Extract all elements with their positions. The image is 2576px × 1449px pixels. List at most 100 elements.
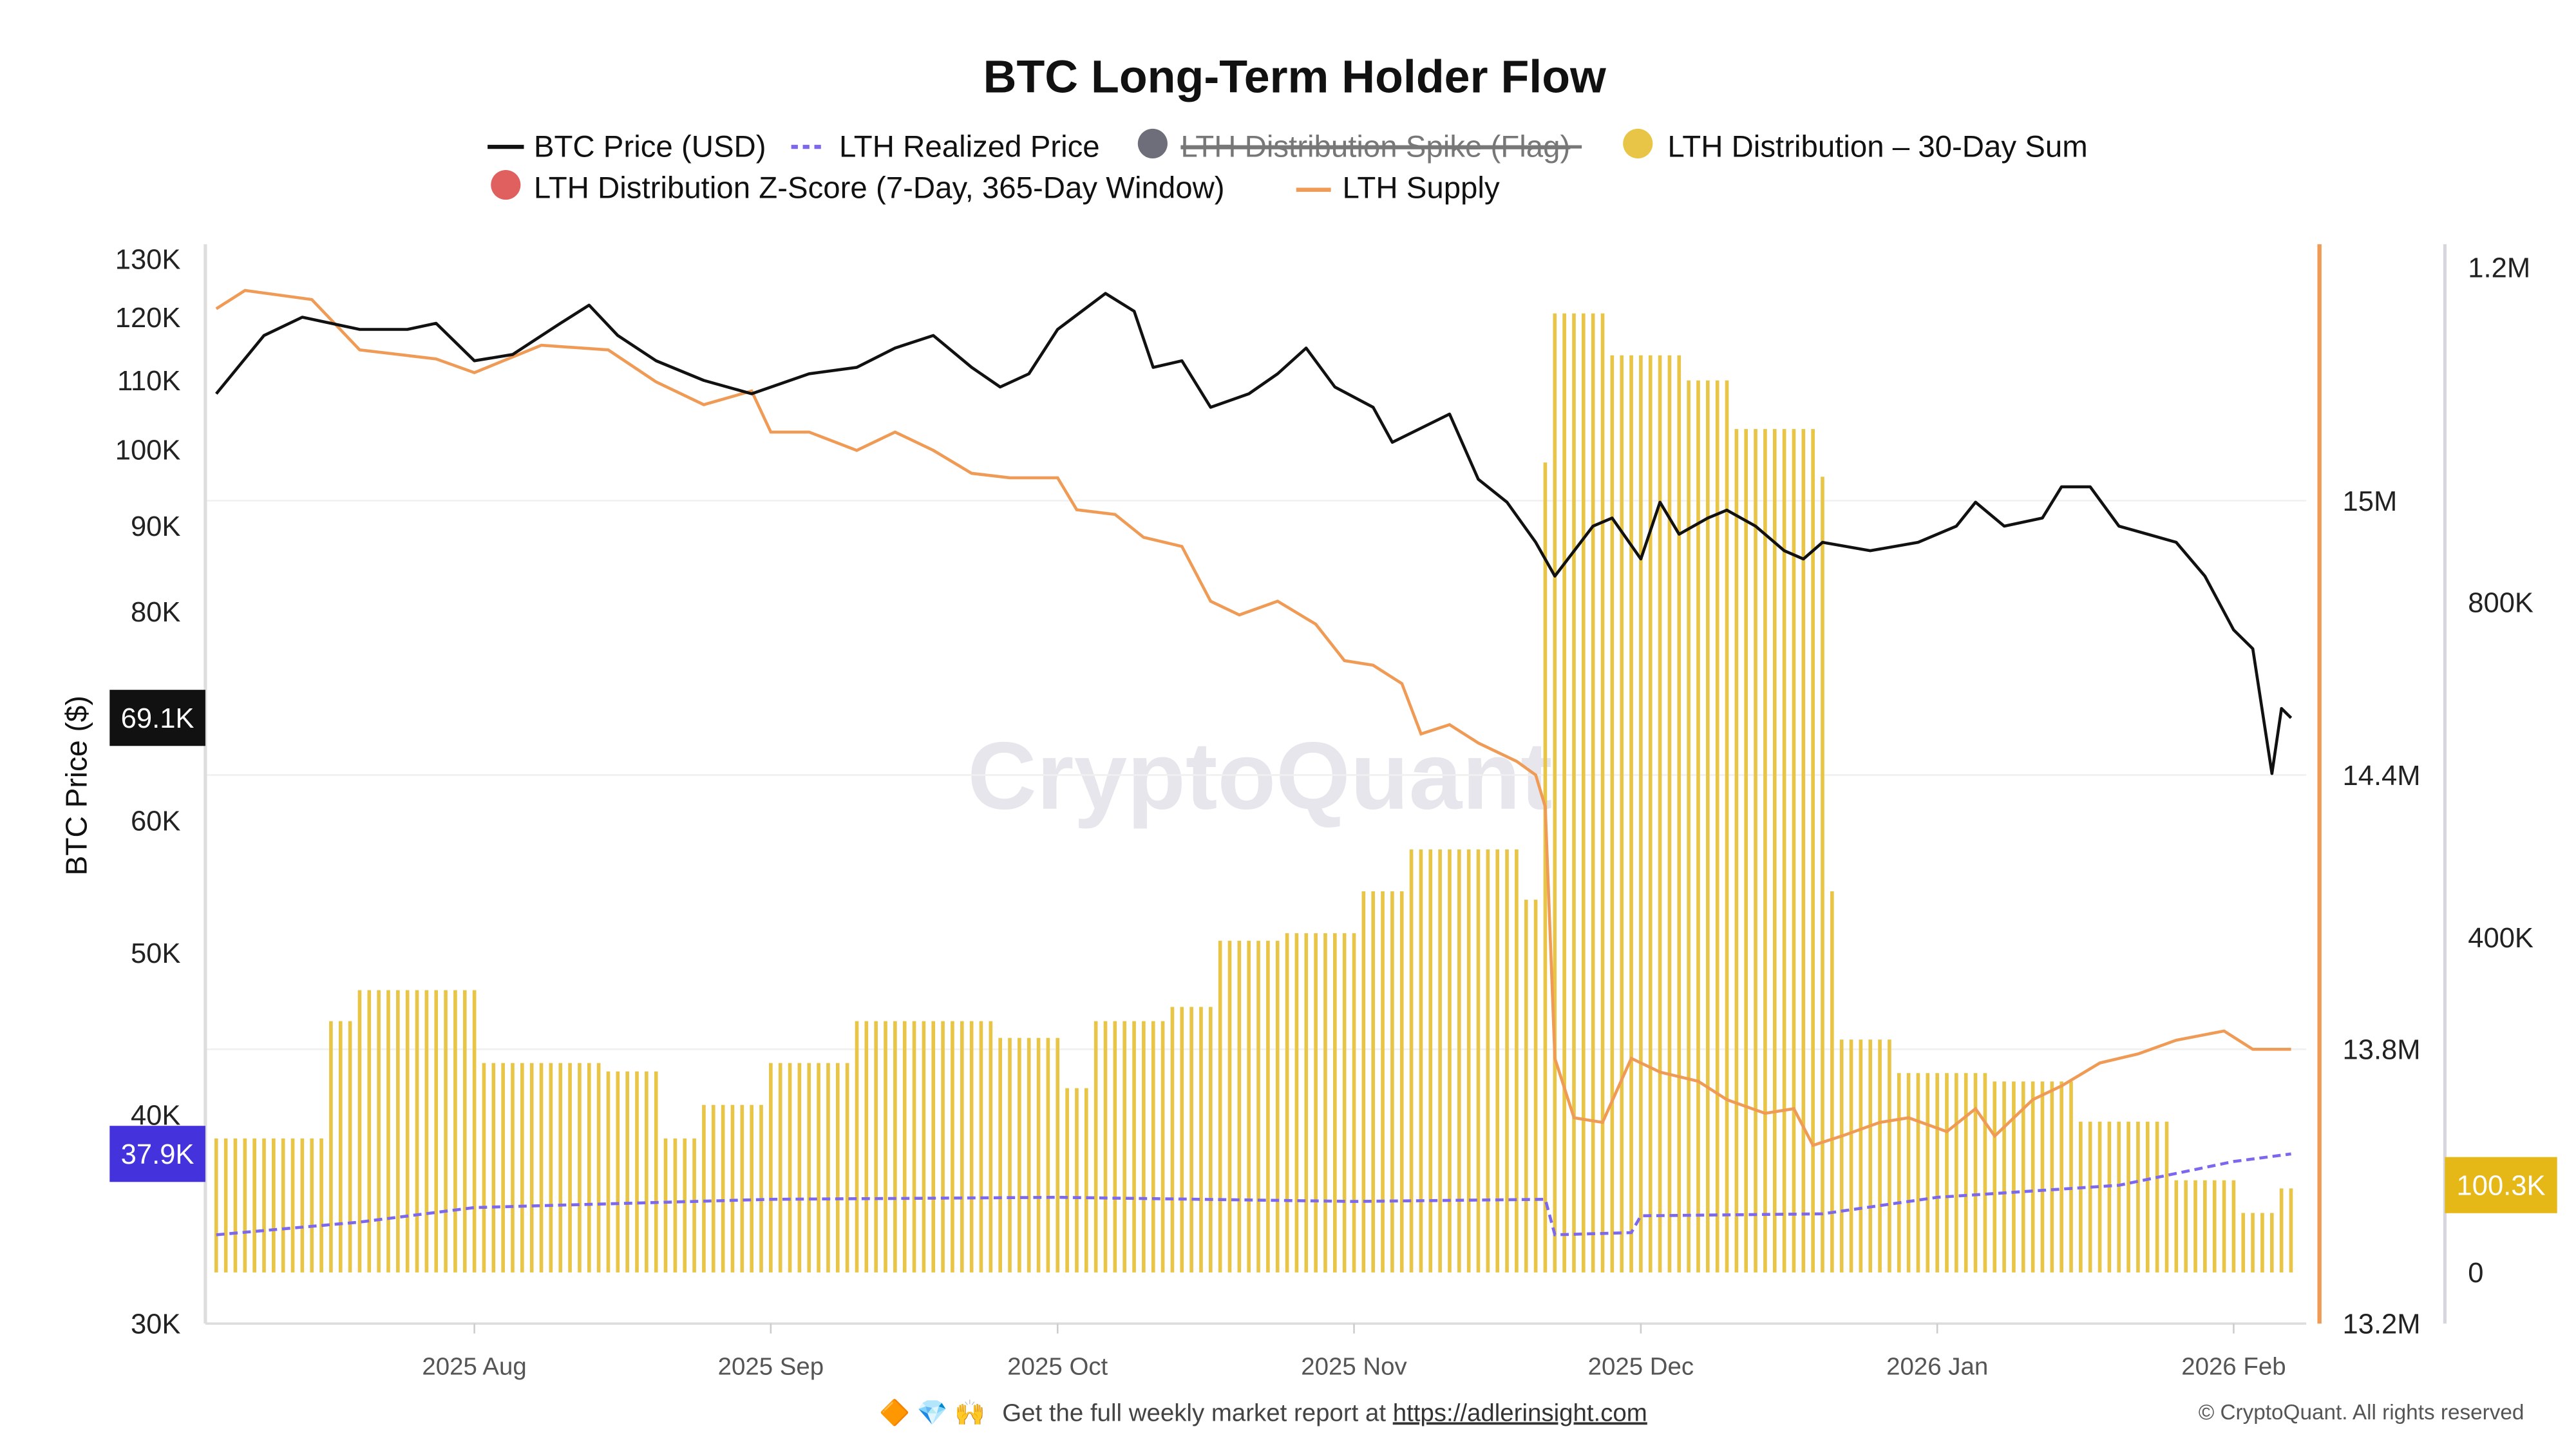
distribution-bar xyxy=(2107,1121,2112,1273)
distribution-tick-label: 1.2M xyxy=(2468,253,2530,284)
distribution-bar xyxy=(2012,1081,2016,1273)
distribution-bar xyxy=(424,990,429,1273)
distribution-bar xyxy=(1352,933,1356,1273)
distribution-bar xyxy=(357,990,362,1273)
distribution-bar xyxy=(2203,1180,2207,1273)
legend-item-btc-price[interactable]: BTC Price (USD) xyxy=(488,129,766,164)
distribution-bar xyxy=(654,1071,658,1273)
distribution-bar xyxy=(1868,1039,1873,1273)
realized-last-value-label: 37.9K xyxy=(121,1139,194,1170)
legend-label: LTH Supply xyxy=(1343,171,1500,205)
distribution-bar xyxy=(1945,1073,1949,1273)
x-tick-label: 2025 Dec xyxy=(1588,1353,1694,1381)
footer-link[interactable]: https://adlerinsight.com xyxy=(1393,1399,1647,1426)
legend-item-lth-distribution-30d[interactable]: LTH Distribution – 30-Day Sum xyxy=(1623,128,2088,164)
distribution-bar xyxy=(864,1021,869,1273)
lth-supply-line xyxy=(215,289,2291,1148)
price-tick-label: 110K xyxy=(117,366,180,397)
distribution-bar xyxy=(1160,1021,1165,1273)
legend-item-lth-supply[interactable]: LTH Supply xyxy=(1296,171,1500,205)
distribution-bar xyxy=(1199,1007,1203,1273)
distribution-bar xyxy=(252,1138,256,1273)
distribution-bar xyxy=(223,1138,228,1273)
btc-price-line xyxy=(215,292,2293,775)
distribution-bar xyxy=(884,1021,887,1273)
distribution-bar xyxy=(1008,1037,1012,1273)
x-tick-label: 2025 Sep xyxy=(718,1353,824,1381)
distribution-bar xyxy=(1428,849,1433,1273)
x-tick-label: 2025 Aug xyxy=(422,1353,526,1381)
distribution-bar xyxy=(1935,1073,1939,1273)
distribution-bar xyxy=(434,990,439,1273)
distribution-bar xyxy=(750,1104,753,1273)
distribution-bar xyxy=(1715,380,1719,1273)
distribution-bar xyxy=(759,1104,763,1273)
axis-ticks: 130K120K110K100K90K80K60K50K40K30K15M14.… xyxy=(115,245,2533,1381)
x-tick-label: 2025 Nov xyxy=(1301,1353,1407,1381)
supply-tick-label: 14.4M xyxy=(2343,761,2421,791)
legend-item-lth-realized-price[interactable]: LTH Realized Price xyxy=(791,129,1100,164)
distribution-bar xyxy=(1648,355,1653,1273)
distribution-bar xyxy=(1897,1073,1901,1273)
distribution-bar xyxy=(817,1063,820,1273)
distribution-bar xyxy=(702,1104,706,1273)
distribution-bar xyxy=(310,1138,314,1273)
distribution-bar xyxy=(281,1138,285,1273)
distribution-bar xyxy=(1543,462,1548,1273)
distribution-last-value-label-bg xyxy=(2445,1157,2557,1213)
distribution-bar xyxy=(845,1063,849,1273)
distribution-bar xyxy=(1285,933,1289,1273)
distribution-bar xyxy=(1926,1073,1930,1273)
distribution-bar xyxy=(1878,1039,1882,1273)
distribution-bar xyxy=(348,1021,352,1273)
distribution-bar xyxy=(1046,1037,1050,1273)
distribution-bar xyxy=(1821,477,1824,1273)
distribution-bar xyxy=(1065,1088,1069,1273)
legend-label: LTH Distribution Z-Score (7-Day, 365-Day… xyxy=(534,171,1225,205)
distribution-bar xyxy=(902,1021,907,1273)
distribution-bar xyxy=(587,1063,591,1273)
distribution-bar xyxy=(1361,891,1366,1273)
distribution-bar xyxy=(692,1138,696,1273)
distribution-bar xyxy=(711,1104,715,1273)
distribution-bar xyxy=(462,990,467,1273)
distribution-bar xyxy=(1754,429,1757,1273)
distribution-bar xyxy=(1677,355,1681,1273)
distribution-bar xyxy=(1381,891,1385,1273)
x-tick-label: 2026 Jan xyxy=(1886,1353,1988,1381)
distribution-bar xyxy=(1103,1021,1108,1273)
distribution-bar xyxy=(1562,313,1566,1273)
distribution-bar xyxy=(396,990,400,1273)
last-value-labels: 69.1K 37.9K 100.3K xyxy=(109,690,2557,1213)
distribution-bar xyxy=(539,1063,544,1273)
distribution-bar xyxy=(1734,429,1739,1273)
distribution-bar xyxy=(1667,355,1672,1273)
distribution-bar xyxy=(233,1138,238,1273)
legend-item-lth-zscore[interactable]: LTH Distribution Z-Score (7-Day, 365-Day… xyxy=(491,169,1225,205)
distribution-bar xyxy=(1582,313,1586,1273)
distribution-bar xyxy=(1553,313,1557,1273)
realized-last-value-label-bg xyxy=(109,1126,205,1182)
distribution-bar xyxy=(1304,933,1309,1273)
distribution-bar xyxy=(482,1063,486,1273)
distribution-bar xyxy=(1725,380,1729,1273)
legend-item-lth-distribution-spike[interactable]: LTH Distribution Spike (Flag) xyxy=(1137,128,1582,164)
distribution-bar xyxy=(1495,849,1500,1273)
distribution-bar xyxy=(1409,849,1414,1273)
distribution-bar xyxy=(1533,900,1538,1273)
distribution-bar xyxy=(472,990,477,1273)
distribution-bar xyxy=(1973,1073,1978,1273)
distribution-bar xyxy=(2174,1180,2179,1273)
distribution-bar xyxy=(1189,1007,1193,1273)
distribution-last-value-label: 100.3K xyxy=(2457,1171,2546,1202)
distribution-bar xyxy=(1993,1081,1997,1273)
distribution-bar xyxy=(1294,933,1299,1273)
distribution-bar xyxy=(1658,355,1662,1273)
distribution-bar xyxy=(501,1063,505,1273)
distribution-bar xyxy=(1314,933,1318,1273)
distribution-bar xyxy=(1964,1073,1968,1273)
distribution-bar xyxy=(874,1021,878,1273)
distribution-bar xyxy=(2241,1213,2246,1273)
distribution-bar xyxy=(663,1138,668,1273)
distribution-bar xyxy=(1687,380,1690,1273)
